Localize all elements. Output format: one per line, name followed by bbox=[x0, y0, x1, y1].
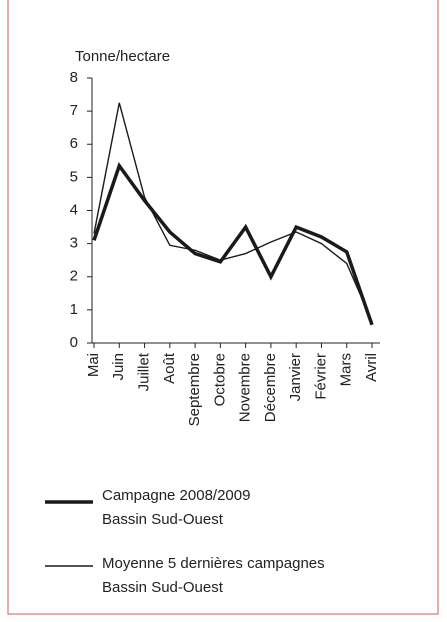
y-tick-label: 6 bbox=[70, 135, 78, 152]
y-axis-label: Tonne/hectare bbox=[75, 48, 170, 65]
y-tick-label: 5 bbox=[70, 168, 78, 185]
x-tick-label: Octobre bbox=[211, 353, 228, 406]
y-tick-label: 3 bbox=[70, 235, 78, 252]
x-tick-label: Janvier bbox=[287, 353, 304, 401]
y-tick-label: 8 bbox=[70, 69, 78, 86]
y-tick-label: 2 bbox=[70, 268, 78, 285]
x-tick-label: Mars bbox=[338, 353, 355, 386]
x-tick-label: Juin bbox=[110, 353, 127, 381]
x-tick-label: Mai bbox=[85, 353, 102, 377]
y-tick-label: 4 bbox=[70, 201, 78, 218]
y-tick-label: 0 bbox=[70, 334, 78, 351]
series-line bbox=[93, 102, 373, 322]
y-tick-label: 7 bbox=[70, 102, 78, 119]
x-tick-label: Avril bbox=[363, 353, 380, 382]
y-tick-label: 1 bbox=[70, 301, 78, 318]
legend-label: Moyenne 5 dernières campagnes Bassin Sud-… bbox=[102, 555, 325, 596]
series-line bbox=[92, 162, 374, 326]
x-tick-label: Décembre bbox=[262, 353, 279, 422]
legend-label: Campagne 2008/2009 Bassin Sud-Ouest bbox=[102, 487, 250, 528]
x-tick-label: Février bbox=[312, 353, 329, 400]
x-tick-label: Août bbox=[161, 352, 178, 384]
x-tick-label: Septembre bbox=[186, 353, 203, 426]
x-tick-label: Novembre bbox=[237, 353, 254, 422]
x-tick-label: Juillet bbox=[136, 352, 153, 391]
